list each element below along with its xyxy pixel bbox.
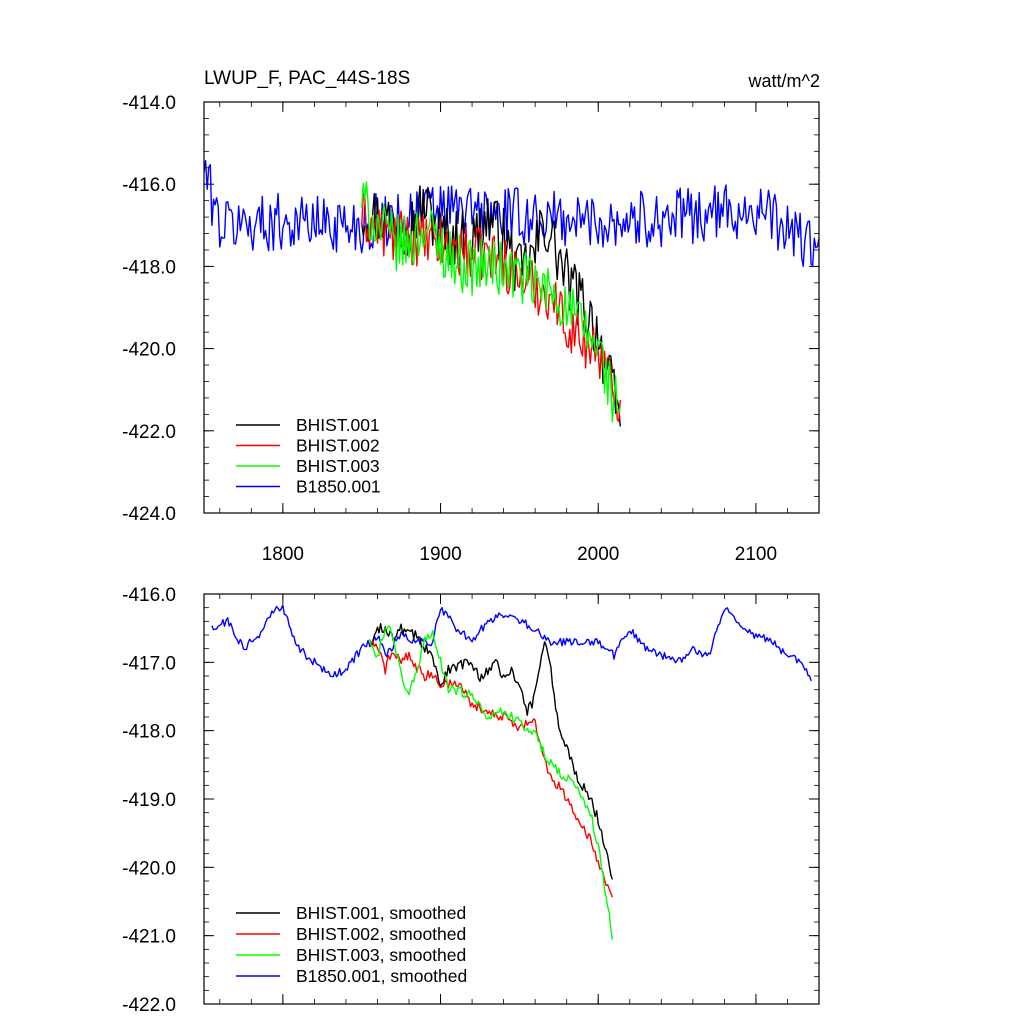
y-tick-label: -417.0 [122,653,176,674]
y-tick-label: -418.0 [122,257,176,278]
y-tick-label: -416.0 [122,585,176,606]
series-line-bhist-002-smoothed [368,639,614,898]
legend-label: BHIST.002 [296,436,380,456]
top-panel-units: watt/m^2 [748,71,820,91]
x-tick-label: 2100 [735,544,777,565]
top-panel-axes: -414.0 -416.0 -418.0 -420.0 -422.0 -424.0 1800… [122,93,820,565]
legend-label: BHIST.002, smoothed [296,924,466,944]
legend-label: BHIST.003 [296,456,380,476]
y-tick-label: -422.0 [122,995,176,1016]
series-line-bhist-003 [361,181,621,423]
series-line-b1850-001-smoothed [211,604,812,682]
y-tick-label: -422.0 [122,422,176,443]
top-panel: LWUP_F, PAC_44S-18S watt/m^2 -414.0 -416.… [122,68,820,565]
y-tick-label: -421.0 [122,927,176,948]
legend-label: B1850.001 [296,477,381,497]
y-tick-label: -424.0 [122,504,176,525]
legend-label: B1850.001, smoothed [296,966,467,986]
legend-label: BHIST.003, smoothed [296,945,466,965]
y-tick-label: -420.0 [122,858,176,879]
y-tick-label: -419.0 [122,790,176,811]
y-tick-label: -418.0 [122,722,176,743]
legend-label: BHIST.001 [296,415,380,435]
top-panel-title: LWUP_F, PAC_44S-18S [204,68,410,89]
series-line-bhist-001-smoothed [368,623,614,880]
top-panel-frame [203,101,820,514]
bottom-panel-series-group [211,604,812,940]
bottom-panel-frame [203,593,820,1005]
bottom-panel: -416.0 -417.0 -418.0 -419.0 -420.0 -421.0 -422… [122,585,820,1016]
legend-label: BHIST.001, smoothed [296,903,466,923]
x-tick-label: 1800 [262,544,304,565]
top-panel-series-group [203,159,820,427]
y-tick-label: -420.0 [122,340,176,361]
x-tick-label: 2000 [577,544,619,565]
y-tick-label: -414.0 [122,93,176,114]
y-tick-label: -416.0 [122,175,176,196]
series-line-bhist-003-smoothed [368,625,614,940]
x-tick-label: 1900 [419,544,461,565]
